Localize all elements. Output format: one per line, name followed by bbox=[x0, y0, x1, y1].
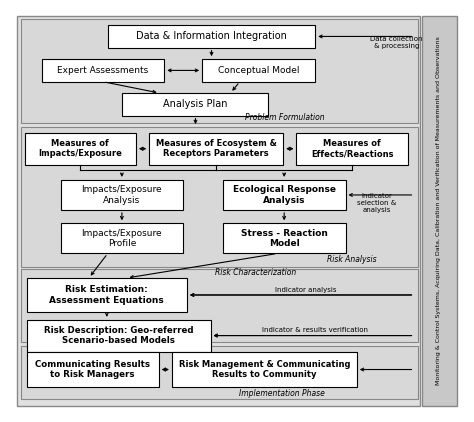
Text: Stress - Reaction
Model: Stress - Reaction Model bbox=[241, 229, 328, 248]
Bar bbox=[21, 127, 418, 267]
Text: Measures of Ecosystem &
Receptors Parameters: Measures of Ecosystem & Receptors Parame… bbox=[156, 139, 277, 158]
Bar bbox=[42, 59, 164, 82]
Bar bbox=[27, 352, 159, 387]
Text: Risk Analysis: Risk Analysis bbox=[327, 254, 377, 264]
Text: Impacts/Exposure
Profile: Impacts/Exposure Profile bbox=[82, 229, 162, 248]
Bar bbox=[149, 133, 283, 165]
Text: Ecological Response
Analysis: Ecological Response Analysis bbox=[233, 185, 336, 205]
Text: Conceptual Model: Conceptual Model bbox=[218, 66, 300, 75]
Bar bbox=[21, 268, 418, 342]
Bar bbox=[223, 223, 346, 254]
Text: Communicating Results
to Risk Managers: Communicating Results to Risk Managers bbox=[35, 360, 150, 379]
Bar bbox=[108, 25, 315, 48]
Text: Risk Estimation:
Assessment Equations: Risk Estimation: Assessment Equations bbox=[49, 285, 164, 305]
Text: Data collection
& processing: Data collection & processing bbox=[370, 35, 422, 49]
Bar bbox=[202, 59, 315, 82]
Bar bbox=[21, 19, 418, 123]
Text: Risk Management & Communicating
Results to Community: Risk Management & Communicating Results … bbox=[179, 360, 350, 379]
Bar bbox=[296, 133, 408, 165]
Text: Expert Assessments: Expert Assessments bbox=[57, 66, 149, 75]
Bar bbox=[422, 16, 457, 406]
Text: Analysis Plan: Analysis Plan bbox=[163, 99, 227, 109]
Text: Indicator & results verification: Indicator & results verification bbox=[262, 327, 368, 333]
Text: Indicator
selection &
analysis: Indicator selection & analysis bbox=[357, 192, 396, 213]
Text: Measures of
Impacts/Exposure: Measures of Impacts/Exposure bbox=[38, 139, 122, 158]
Text: Indicator analysis: Indicator analysis bbox=[275, 287, 337, 293]
Bar bbox=[25, 133, 136, 165]
Bar bbox=[21, 346, 418, 399]
Text: Impacts/Exposure
Analysis: Impacts/Exposure Analysis bbox=[82, 185, 162, 205]
Bar bbox=[27, 278, 187, 312]
Text: Implementation Phase: Implementation Phase bbox=[239, 389, 325, 398]
Text: Measures of
Effects/Reactions: Measures of Effects/Reactions bbox=[311, 139, 393, 158]
Text: Risk Description: Geo-referred
Scenario-based Models: Risk Description: Geo-referred Scenario-… bbox=[44, 326, 193, 345]
Bar bbox=[223, 180, 346, 210]
Bar bbox=[61, 223, 183, 254]
Text: Monitoring & Control Systems, Acquiring Data, Calibration and Verification of Me: Monitoring & Control Systems, Acquiring … bbox=[437, 37, 441, 385]
Text: Risk Characterization: Risk Characterization bbox=[215, 268, 296, 277]
Bar bbox=[61, 180, 183, 210]
Text: Data & Information Integration: Data & Information Integration bbox=[136, 31, 287, 41]
Bar bbox=[172, 352, 357, 387]
Text: Problem Formulation: Problem Formulation bbox=[245, 113, 325, 122]
Bar bbox=[122, 93, 268, 116]
Bar bbox=[27, 319, 210, 352]
